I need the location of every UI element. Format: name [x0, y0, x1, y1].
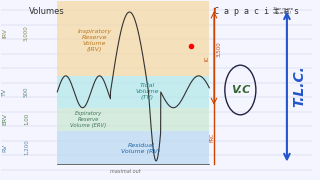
Text: IRV: IRV — [2, 28, 7, 38]
Text: 2 or more
volumes!: 2 or more volumes! — [273, 7, 293, 15]
Bar — [57, 76, 209, 108]
Text: V.C: V.C — [231, 85, 250, 95]
Text: 1,200: 1,200 — [24, 140, 29, 156]
Text: 3,500: 3,500 — [216, 41, 221, 57]
Bar — [57, 131, 209, 165]
Text: IC: IC — [204, 55, 209, 61]
Bar — [57, 1, 209, 76]
Bar — [57, 108, 209, 131]
Text: TV: TV — [2, 88, 7, 96]
Text: RV: RV — [2, 143, 7, 152]
Text: Inspiratory
Reserve
Volume
(IRV): Inspiratory Reserve Volume (IRV) — [77, 29, 112, 52]
Text: 1,00: 1,00 — [24, 113, 29, 125]
Text: ERV: ERV — [2, 113, 7, 125]
Text: Tidal
Volume
(TV): Tidal Volume (TV) — [135, 84, 159, 100]
Text: maximal out: maximal out — [110, 169, 141, 174]
Text: FRC: FRC — [210, 132, 215, 142]
Text: Volumes: Volumes — [29, 7, 65, 16]
Text: T.L.C.: T.L.C. — [292, 66, 306, 107]
Text: 3,000: 3,000 — [24, 25, 29, 41]
Text: C a p a c i t e s: C a p a c i t e s — [214, 7, 299, 16]
Text: Expiratory
Reserve
Volume (ERV): Expiratory Reserve Volume (ERV) — [70, 111, 106, 128]
Text: Residual
Volume (RV): Residual Volume (RV) — [122, 143, 161, 154]
Text: 500: 500 — [24, 87, 29, 97]
